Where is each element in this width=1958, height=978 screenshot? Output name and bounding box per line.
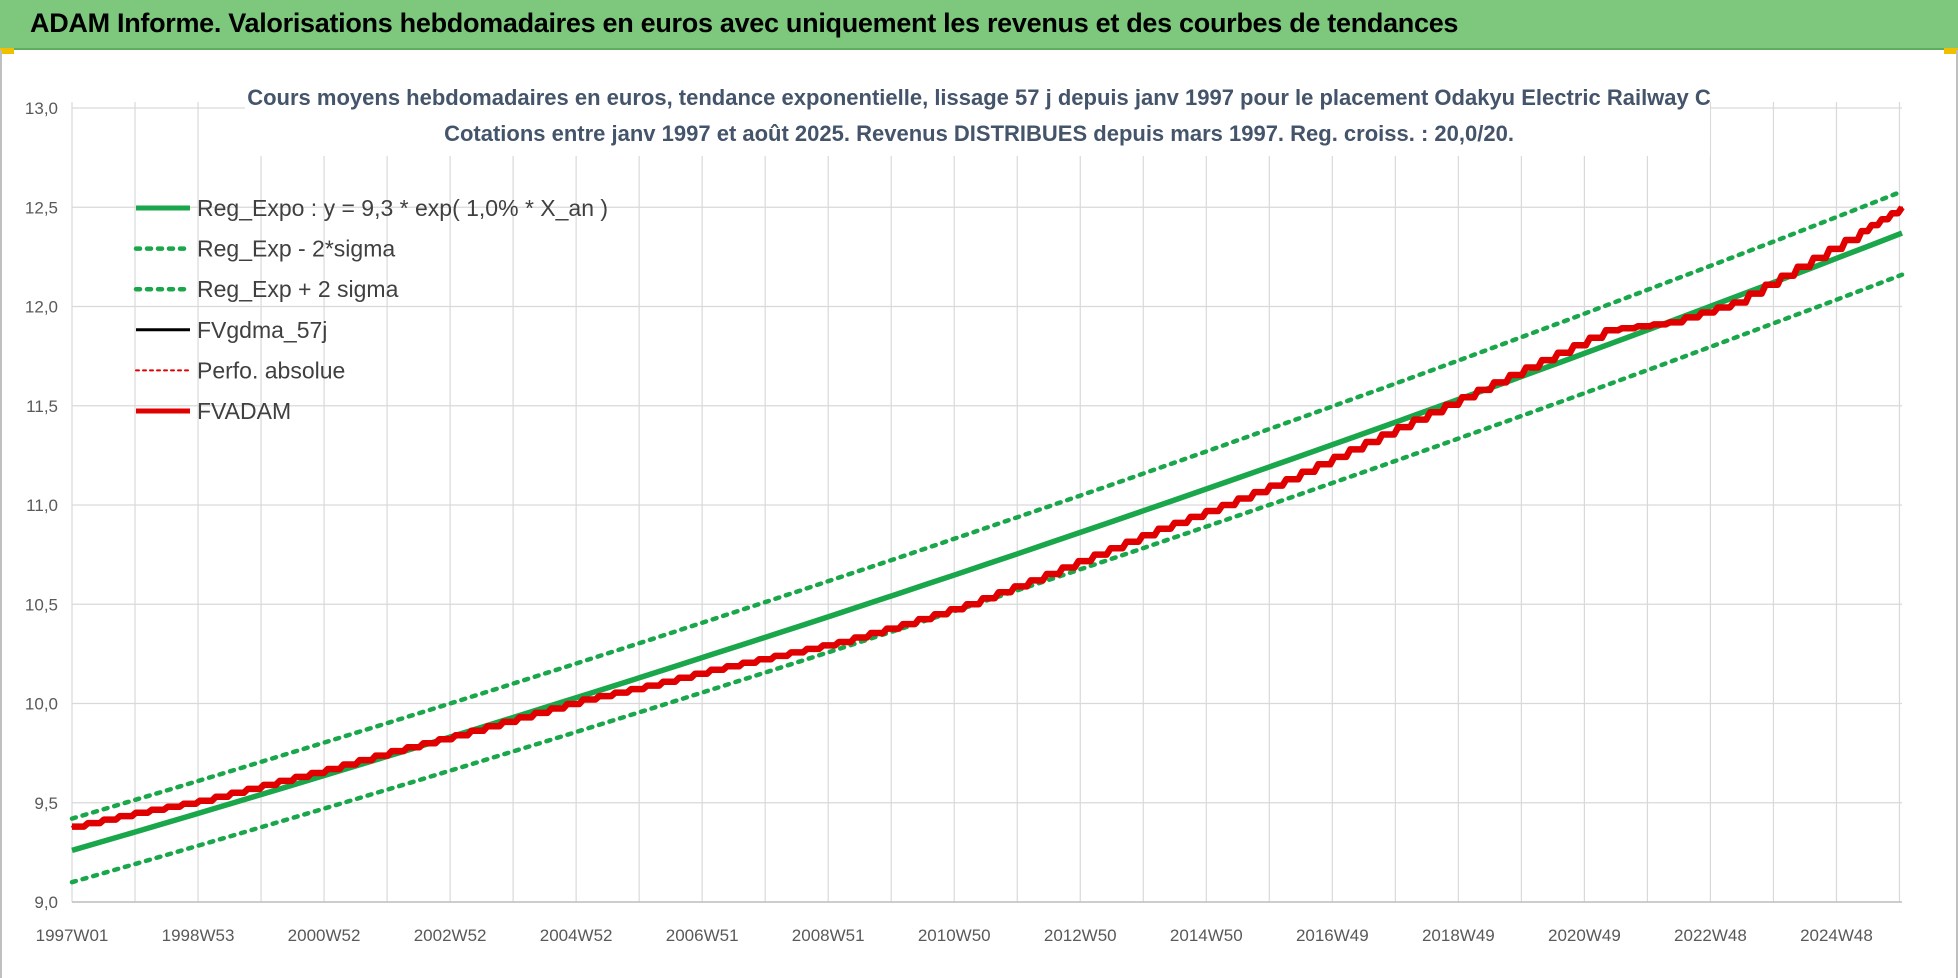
x-tick-label: 1998W53 [162, 926, 235, 945]
x-tick-label: 2022W48 [1674, 926, 1747, 945]
chart-title: Cours moyens hebdomadaires en euros, ten… [247, 85, 1711, 110]
y-tick-label: 9,5 [34, 794, 58, 813]
y-tick-label: 9,0 [34, 893, 58, 912]
x-tick-label: 2020W49 [1548, 926, 1621, 945]
report-title: ADAM Informe. Valorisations hebdomadaire… [30, 8, 1459, 38]
legend-item-perfo-absolue-label: Perfo. absolue [197, 357, 345, 383]
reg-expo-line [71, 230, 1903, 854]
chart-frame [0, 50, 1958, 978]
corner-marker [1944, 48, 1958, 54]
x-tick-label: 2000W52 [288, 926, 361, 945]
legend: Reg_Expo : y = 9,3 * exp( 1,0% * X_an ) R… [133, 195, 608, 424]
title-background [245, 74, 1710, 156]
x-tick-label: 2006W51 [666, 926, 739, 945]
series-layer [69, 189, 1905, 885]
x-tick-label: 2024W48 [1800, 926, 1873, 945]
legend-item-reg-expo-label: Reg_Expo : y = 9,3 * exp( 1,0% * X_an ) [197, 195, 608, 221]
reg-exp-plus-2sigma-line [69, 189, 1905, 821]
x-tick-label: 2002W52 [414, 926, 487, 945]
y-tick-label: 10,0 [25, 695, 58, 714]
y-axis-ticks: 9,0 9,5 10,0 10,5 11,0 11,5 12,0 12,5 13,0 [25, 99, 58, 912]
perfo-absolue-line [71, 206, 1903, 828]
y-tick-label: 10,5 [25, 595, 58, 614]
legend-item-reg-exp-minus-label: Reg_Exp - 2*sigma [197, 236, 395, 262]
x-tick-label: 2018W49 [1422, 926, 1495, 945]
corner-marker [0, 48, 14, 54]
x-axis-ticks: 1997W01 1998W53 2000W52 2002W52 2004W52 2006W… [36, 926, 1873, 945]
y-tick-label: 12,0 [25, 298, 58, 317]
legend-item-fvadam-label: FVADAM [197, 398, 291, 424]
x-tick-label: 2010W50 [918, 926, 991, 945]
y-tick-label: 13,0 [25, 99, 58, 118]
x-tick-label: 2016W49 [1296, 926, 1369, 945]
legend-item-fvgdma-label: FVgdma_57j [197, 317, 327, 343]
x-tick-label: 2008W51 [792, 926, 865, 945]
y-tick-label: 12,5 [25, 198, 58, 217]
legend-item-reg-exp-plus-label: Reg_Exp + 2 sigma [197, 276, 399, 302]
x-tick-label: 2014W50 [1170, 926, 1243, 945]
y-tick-label: 11,0 [26, 496, 58, 515]
report-banner: ADAM Informe. Valorisations hebdomadaire… [0, 0, 1958, 50]
x-tick-label: 2004W52 [540, 926, 613, 945]
chart-subtitle: Cotations entre janv 1997 et août 2025. … [444, 121, 1514, 146]
grid-lines [71, 102, 1902, 903]
y-tick-label: 11,5 [26, 397, 58, 416]
x-tick-label: 2012W50 [1044, 926, 1117, 945]
reg-exp-minus-2sigma-line [69, 272, 1905, 885]
x-tick-label: 1997W01 [36, 926, 109, 945]
